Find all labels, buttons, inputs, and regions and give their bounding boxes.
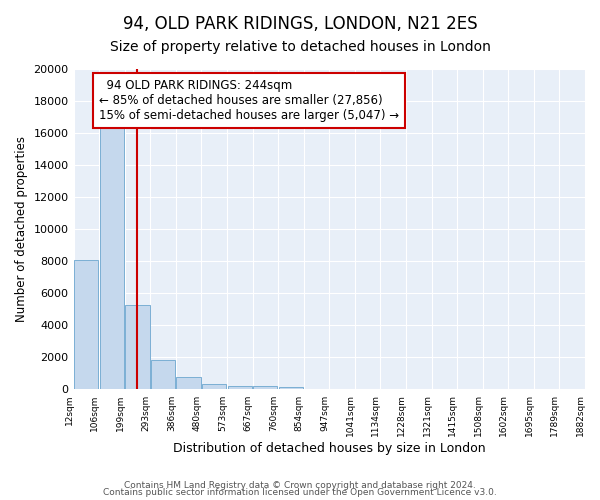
Y-axis label: Number of detached properties: Number of detached properties xyxy=(15,136,28,322)
Bar xyxy=(279,386,303,390)
Bar xyxy=(125,304,149,390)
X-axis label: Distribution of detached houses by size in London: Distribution of detached houses by size … xyxy=(173,442,485,455)
Text: 94 OLD PARK RIDINGS: 244sqm  
← 85% of detached houses are smaller (27,856)
15% : 94 OLD PARK RIDINGS: 244sqm ← 85% of det… xyxy=(99,78,399,122)
Bar xyxy=(151,360,175,390)
Bar xyxy=(74,260,98,390)
Bar xyxy=(202,384,226,390)
Bar xyxy=(176,376,201,390)
Text: Contains HM Land Registry data © Crown copyright and database right 2024.: Contains HM Land Registry data © Crown c… xyxy=(124,480,476,490)
Bar xyxy=(253,386,277,390)
Text: Contains public sector information licensed under the Open Government Licence v3: Contains public sector information licen… xyxy=(103,488,497,497)
Bar xyxy=(100,125,124,390)
Text: 94, OLD PARK RIDINGS, LONDON, N21 2ES: 94, OLD PARK RIDINGS, LONDON, N21 2ES xyxy=(122,15,478,33)
Bar xyxy=(227,386,252,390)
Text: Size of property relative to detached houses in London: Size of property relative to detached ho… xyxy=(110,40,490,54)
